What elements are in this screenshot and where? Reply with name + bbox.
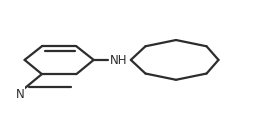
Text: N: N [15, 87, 24, 100]
Text: NH: NH [110, 53, 128, 66]
